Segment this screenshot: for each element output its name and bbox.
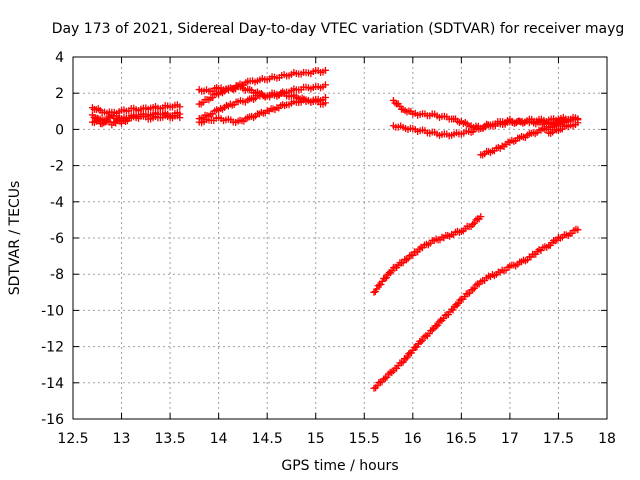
x-tick-label: 15.5 [349,431,380,447]
data-point [176,103,184,111]
series-arc-d2 [370,225,582,392]
data-series [88,66,582,392]
x-tick-labels: 12.5 13 13.5 14 14.5 15 15.5 16 16.5 17 17.5 18 [57,431,616,447]
data-point [477,213,485,221]
series-arc-a1 [88,101,184,117]
data-point [574,119,582,127]
data-point [456,296,464,304]
data-point [551,237,559,245]
chart-title: Day 173 of 2021, Sidereal Day-to-day VTE… [52,21,625,37]
series-arc-b4 [195,93,329,127]
x-tick-label: 17 [501,431,519,447]
data-point [402,355,410,363]
data-point [383,373,391,381]
x-tick-label: 16 [404,431,422,447]
data-point [469,221,477,229]
data-point [413,343,421,351]
y-tick-label: -6 [50,231,64,247]
x-tick-label: 15 [307,431,325,447]
y-tick-label: 0 [55,122,64,138]
data-point [428,326,436,334]
data-point [101,118,109,126]
data-point [470,219,478,227]
data-point [321,66,329,74]
data-point [409,251,417,259]
data-point [381,374,389,382]
data-point [103,115,111,123]
grid-lines [73,57,607,419]
y-tick-label: 4 [55,50,64,66]
x-tick-label: 14.5 [252,431,283,447]
data-point [385,370,393,378]
y-tick-label: -2 [50,159,64,175]
y-tick-label: -16 [41,412,64,428]
data-point [472,216,480,224]
data-point [404,255,412,263]
data-point [440,315,448,323]
y-tick-label: -12 [41,340,64,356]
data-point [176,114,184,122]
y-tick-label: -10 [41,303,64,319]
series-arc-d1 [370,213,485,296]
x-axis-label: GPS time / hours [281,458,398,474]
data-point [100,119,108,127]
y-tick-label: -14 [41,376,64,392]
data-point [455,299,463,307]
series-arc-c5 [545,119,582,137]
y-axis-label: SDTVAR / TECUs [7,181,23,296]
y-tick-label: -4 [50,195,64,211]
data-point [469,286,477,294]
data-point [472,281,480,289]
x-tick-label: 17.5 [543,431,574,447]
axis-ticks [72,56,608,420]
data-point [574,226,582,234]
data-point [434,321,442,329]
y-tick-labels: -16 -14 -12 -10 -8 -6 -4 -2 0 2 4 [41,50,64,428]
y-tick-label: -8 [50,267,64,283]
data-point [381,275,389,283]
data-point [391,99,399,107]
data-point [420,333,428,341]
data-point [425,330,433,338]
data-point [321,81,329,89]
data-point [402,256,410,264]
x-tick-label: 13.5 [155,431,186,447]
x-tick-label: 14 [210,431,228,447]
data-point [419,336,427,344]
x-tick-label: 13 [113,431,131,447]
data-point [441,311,449,319]
y-tick-label: 2 [55,86,64,102]
data-point [90,113,98,121]
data-point [432,322,440,330]
data-point [321,93,329,101]
data-point [382,274,390,282]
data-point [449,306,457,314]
data-point [373,285,381,293]
data-point [553,236,561,244]
series-arc-c4 [496,113,582,129]
data-point [465,289,473,297]
data-point [470,284,478,292]
x-tick-label: 16.5 [446,431,477,447]
x-tick-label: 18 [598,431,616,447]
series-arc-a3 [88,111,184,128]
data-point [403,353,411,361]
data-point [373,382,381,390]
data-point [417,338,425,346]
x-tick-label: 12.5 [57,431,88,447]
data-point [377,280,385,288]
data-point [388,267,396,275]
